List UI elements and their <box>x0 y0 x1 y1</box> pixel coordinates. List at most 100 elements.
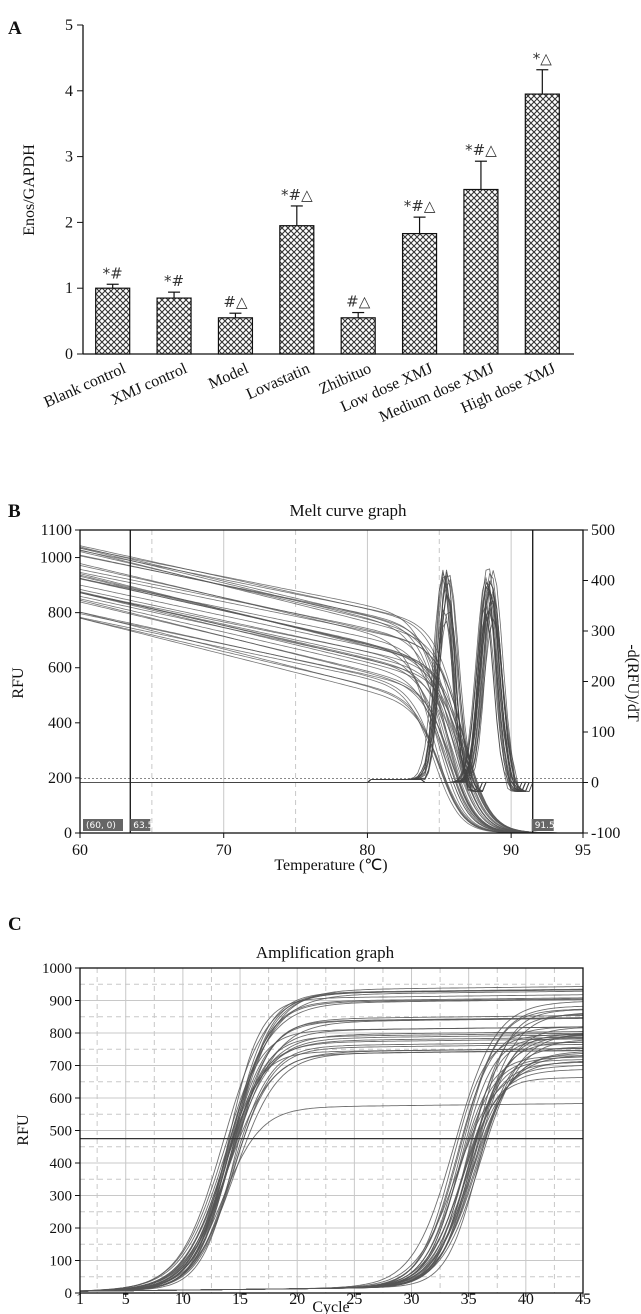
x-axis-label-b: Temperature (℃) <box>274 857 387 874</box>
melt-curve <box>79 592 583 834</box>
y-axis-label-b: RFU <box>10 667 27 699</box>
y-tick-label-b: 200 <box>48 770 72 787</box>
melt-curve <box>79 617 583 834</box>
bar <box>463 188 499 355</box>
melt-curve <box>79 592 583 834</box>
y-tick-label-c: 800 <box>50 1026 73 1042</box>
x-tick-label-b: 80 <box>359 842 375 859</box>
y-tick-label-a: 0 <box>65 346 73 363</box>
melt-curve <box>79 578 583 834</box>
melt-curve <box>79 547 583 834</box>
y-tick-label-c: 700 <box>50 1059 73 1075</box>
x-tick-label-b: 60 <box>72 842 88 859</box>
melt-curve <box>79 550 583 834</box>
melt-curve <box>79 545 583 834</box>
amplification-curve-early <box>79 990 584 1292</box>
y-right-tick-label-b: 400 <box>591 573 615 590</box>
y-tick-label-c: 300 <box>50 1189 73 1205</box>
bar <box>95 287 131 355</box>
melt-curve <box>79 554 583 834</box>
x-tick-label-c: 40 <box>518 1291 534 1308</box>
melt-curve <box>79 547 583 834</box>
y-tick-label-a: 4 <box>65 83 73 100</box>
amplification-curve-late <box>80 1065 584 1292</box>
significance-label: *#△ <box>404 197 436 215</box>
amplification-curve-early <box>79 1031 583 1292</box>
significance-label: #△ <box>223 293 248 311</box>
x-tick-label-c: 15 <box>232 1291 248 1308</box>
melt-curve <box>79 546 583 834</box>
amplification-curve-early <box>79 1026 583 1292</box>
y-right-tick-label-b: 200 <box>591 674 615 691</box>
y-tick-label-a: 5 <box>65 17 73 34</box>
significance-label: *# <box>164 272 184 290</box>
amplification-curve-late <box>80 1055 584 1292</box>
y-tick-label-b: 800 <box>48 605 72 622</box>
y-tick-label-a: 3 <box>65 149 73 166</box>
derivative-curve <box>130 616 533 792</box>
amplification-curve-early <box>80 1032 584 1292</box>
y-tick-label-c: 400 <box>50 1156 73 1172</box>
amplification-curve-early <box>79 1048 583 1292</box>
significance-label: #△ <box>346 293 371 311</box>
significance-label: *# <box>103 264 123 282</box>
x-tick-label-c: 35 <box>461 1291 477 1308</box>
x-tick-label-b: 95 <box>575 842 591 859</box>
melt-curve <box>79 563 583 834</box>
bar <box>156 297 192 355</box>
marker-tag-label: 91.5 <box>535 821 555 831</box>
category-label: Lovastatin <box>244 360 313 403</box>
amplification-curve-late <box>80 1069 583 1292</box>
panel-label-b: B <box>8 501 21 522</box>
amplification-curve-late <box>80 1077 584 1292</box>
panel-label-c: C <box>8 914 22 935</box>
melt-curve <box>79 572 583 834</box>
melt-curve <box>79 589 583 834</box>
amplification-curve-early <box>80 1047 583 1292</box>
bar <box>279 225 315 355</box>
marker-tag-label: 63.5 <box>133 821 153 831</box>
y-right-tick-label-b: 0 <box>591 775 599 792</box>
chart-title-b: Melt curve graph <box>289 501 407 520</box>
amplification-curve-early <box>80 1017 583 1292</box>
bar <box>217 317 254 355</box>
x-tick-label-c: 1 <box>76 1291 84 1308</box>
y-tick-label-c: 100 <box>50 1254 73 1270</box>
melt-curve-chart: Melt curve graph 60 70 80 90 95 0 200 400 600 800… <box>10 501 641 874</box>
y-tick-label-c: 600 <box>50 1091 73 1107</box>
x-axis-label-c: Cycle <box>312 1299 349 1314</box>
y-right-axis-label-b: -d(RFU)/dT <box>624 644 641 722</box>
amplification-curve-early <box>80 989 583 1292</box>
y-tick-label-b: 600 <box>48 660 72 677</box>
marker-tag-label: (60, 0) <box>86 821 116 831</box>
y-axis-label-c: RFU <box>15 1114 32 1146</box>
amplification-curve-late <box>80 1005 584 1292</box>
amplification-curve-late <box>80 1056 583 1292</box>
significance-label: *#△ <box>281 186 313 204</box>
amplification-curve-early <box>80 1103 584 1292</box>
y-tick-label-a: 1 <box>65 280 73 297</box>
y-tick-label-c: 200 <box>50 1221 73 1237</box>
melt-curve <box>79 575 583 834</box>
x-tick-label-c: 30 <box>404 1291 420 1308</box>
y-tick-label-c: 500 <box>50 1124 73 1140</box>
melt-curve <box>79 555 583 834</box>
y-tick-label-a: 2 <box>65 214 73 231</box>
y-tick-label-b: 1000 <box>40 550 72 567</box>
melt-curve <box>79 584 583 834</box>
melt-curve <box>79 549 583 834</box>
amplification-chart: Amplification graph 1 5 10 15 20 25 30 35 40 4501… <box>15 943 591 1314</box>
x-tick-label-c: 45 <box>575 1291 591 1308</box>
x-tick-label-b: 90 <box>503 842 519 859</box>
x-tick-label-b: 70 <box>216 842 232 859</box>
amplification-curve-late <box>80 1037 584 1292</box>
y-right-tick-label-b: 500 <box>591 522 615 539</box>
amplification-curve-late <box>80 1039 584 1292</box>
amplification-curve-early <box>80 998 583 1292</box>
y-right-tick-label-b: 300 <box>591 623 615 640</box>
y-axis-label-a: Enos/GAPDH <box>21 144 38 236</box>
y-tick-label-b: 1100 <box>41 522 72 539</box>
amplification-curve-late <box>80 1060 584 1292</box>
significance-label: *△ <box>533 50 553 68</box>
